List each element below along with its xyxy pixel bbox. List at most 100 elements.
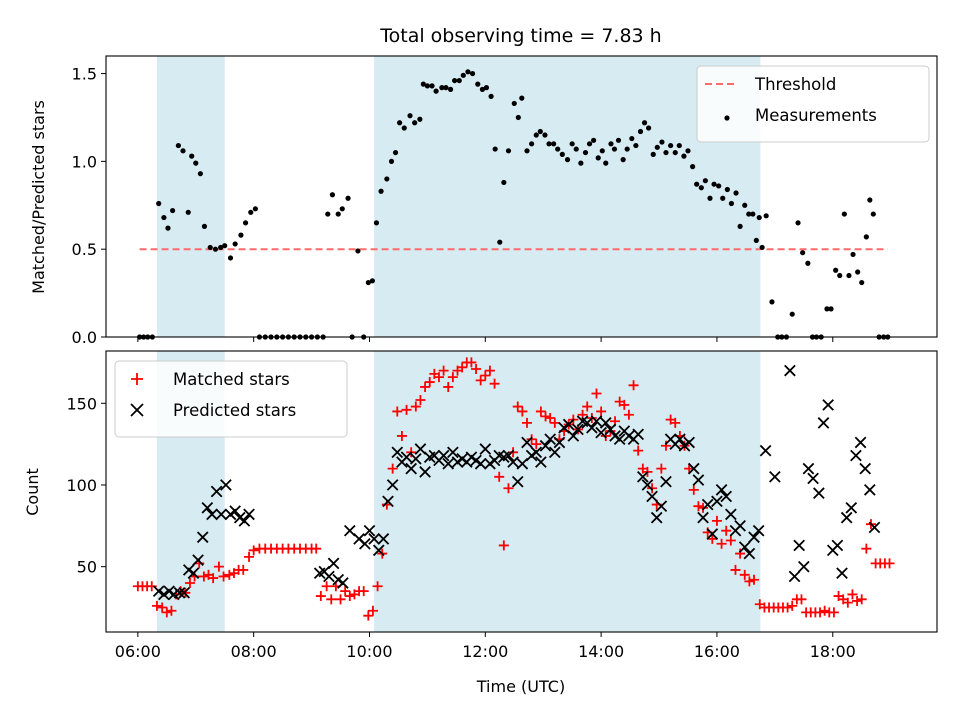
data-point [706, 528, 719, 540]
data-point [193, 160, 199, 166]
data-point [663, 149, 669, 156]
chart-title: Total observing time = 7.83 h [379, 25, 661, 47]
data-point [693, 501, 704, 512]
data-point [207, 244, 213, 251]
data-point [325, 211, 331, 217]
data-point [817, 417, 830, 429]
data-point [392, 406, 403, 417]
data-point [533, 132, 539, 138]
data-point [407, 113, 413, 119]
data-point [590, 137, 597, 143]
data-point [206, 508, 218, 521]
data-point [369, 278, 375, 284]
data-point [355, 248, 361, 254]
data-point [210, 485, 223, 498]
data-point [655, 500, 668, 513]
data-point [340, 586, 351, 597]
data-point [201, 502, 214, 514]
data-point [492, 146, 498, 152]
data-point [793, 539, 806, 552]
data-point [711, 515, 722, 526]
data-point [749, 574, 760, 585]
data-point [840, 511, 853, 524]
data-point [784, 364, 796, 377]
data-point [466, 357, 477, 368]
data-point [229, 505, 241, 517]
axes-frame [105, 55, 938, 338]
data-point [497, 239, 503, 245]
data-point [479, 443, 492, 455]
y-tick-label: 100 [66, 476, 97, 495]
data-point [447, 372, 458, 383]
y-tick-label: 1.0 [72, 152, 97, 171]
data-point [720, 490, 733, 503]
data-point [166, 605, 177, 616]
data-point [189, 153, 195, 159]
data-point [802, 462, 815, 475]
data-point [437, 449, 450, 462]
data-point [742, 202, 748, 208]
data-point [611, 146, 618, 152]
data-point [859, 279, 865, 286]
data-point [343, 524, 356, 537]
y-axis-label-ratio: Matched/Predicted stars [29, 100, 48, 294]
data-point [841, 211, 847, 217]
data-point [674, 433, 686, 446]
data-point [660, 440, 671, 451]
data-point [529, 141, 535, 147]
data-point [323, 570, 335, 583]
data-point [683, 436, 695, 449]
data-point [856, 594, 867, 605]
data-point [401, 125, 407, 131]
data-point [668, 142, 674, 149]
data-point [178, 586, 191, 599]
data-point [339, 206, 345, 212]
data-point [519, 95, 525, 101]
data-point [637, 128, 644, 135]
data-point [456, 77, 462, 84]
data-point [335, 594, 346, 605]
data-point [716, 538, 727, 549]
data-point [438, 365, 449, 376]
data-point [180, 148, 186, 154]
data-point [562, 418, 575, 431]
data-point [551, 141, 557, 147]
data-point [623, 409, 634, 420]
data-point [218, 244, 224, 251]
data-point [503, 483, 514, 494]
data-point [522, 417, 533, 428]
data-point [578, 160, 584, 166]
data-point [656, 463, 667, 474]
data-point [384, 176, 390, 182]
series-measurements [136, 69, 891, 340]
data-point [367, 605, 378, 616]
data-point [409, 452, 422, 465]
data-point [424, 377, 435, 388]
data-point [660, 475, 672, 488]
data-point [863, 484, 876, 496]
data-point [377, 533, 390, 545]
data-point [502, 449, 515, 462]
axes-frame [105, 350, 938, 633]
data-point [429, 83, 435, 89]
data-point [243, 508, 255, 521]
data-point [681, 153, 687, 159]
data-point [744, 576, 755, 587]
data-point [650, 151, 656, 157]
data-point [335, 211, 341, 217]
data-point [819, 605, 830, 616]
data-point [633, 445, 644, 456]
data-point [582, 149, 589, 156]
data-point [238, 564, 249, 575]
data-point [688, 484, 699, 495]
data-point [311, 543, 322, 554]
data-point [378, 188, 384, 194]
data-point [397, 120, 403, 126]
data-point [672, 149, 678, 156]
data-point [151, 600, 162, 611]
data-point [572, 423, 584, 436]
data-point [720, 195, 726, 201]
data-point [173, 586, 186, 599]
data-point [735, 548, 746, 559]
data-point [248, 545, 259, 556]
